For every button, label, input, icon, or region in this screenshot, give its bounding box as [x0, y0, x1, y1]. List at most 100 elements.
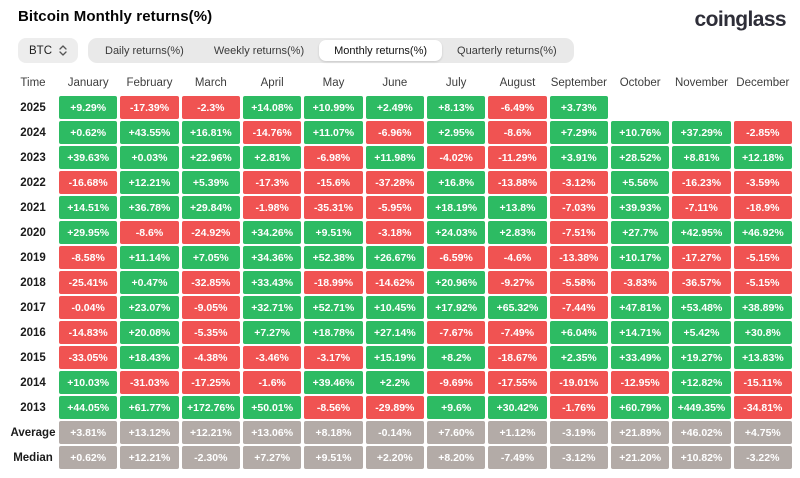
return-cell-2017-february: +23.07%	[120, 296, 179, 319]
column-header-june: June	[382, 77, 408, 89]
return-cell-2019-april: +34.36%	[242, 246, 302, 269]
return-cell-2020-september: -7.51%	[549, 221, 608, 244]
row-label-2024: 2024	[20, 126, 46, 139]
return-cell-median-december: -3.22%	[733, 446, 792, 469]
page-title: Bitcoin Monthly returns(%)	[18, 8, 213, 25]
return-cell-2022-february: +12.21%	[120, 171, 179, 194]
return-cell-2021-february: +36.78%	[120, 196, 179, 219]
return-cell-2013-january: +44.05%	[59, 396, 118, 419]
return-cell-median-september: -3.12%	[549, 446, 608, 469]
return-cell-2017-june: +10.45%	[365, 296, 424, 319]
return-cell-2022-october: +5.56%	[610, 171, 670, 194]
return-cell-2023-october: +28.52%	[610, 146, 670, 169]
column-header-august: August	[499, 77, 536, 89]
return-cell-average-march: +12.21%	[181, 421, 240, 444]
return-cell-median-may: +9.51%	[304, 446, 363, 469]
row-label-2015: 2015	[20, 351, 46, 364]
return-cell-average-july: +7.60%	[426, 421, 486, 444]
return-cell-median-november: +10.82%	[672, 446, 731, 469]
return-cell-average-november: +46.02%	[672, 421, 731, 444]
return-cell-2015-october: +33.49%	[610, 346, 670, 369]
symbol-select[interactable]: BTC	[18, 38, 78, 63]
return-cell-median-january: +0.62%	[59, 446, 118, 469]
row-label-2013: 2013	[20, 401, 46, 414]
return-cell-average-february: +13.12%	[120, 421, 179, 444]
return-cell-2025-august: -6.49%	[488, 96, 547, 119]
return-cell-2025-december	[734, 96, 792, 119]
return-cell-2022-september: -3.12%	[549, 171, 608, 194]
tab-daily-returns[interactable]: Daily returns(%)	[90, 40, 199, 61]
return-cell-2020-january: +29.95%	[59, 221, 118, 244]
return-cell-2023-december: +12.18%	[733, 146, 792, 169]
row-label-2018: 2018	[20, 276, 46, 289]
return-cell-2018-august: -9.27%	[488, 271, 547, 294]
return-cell-2022-june: -37.28%	[365, 171, 424, 194]
tab-monthly-returns[interactable]: Monthly returns(%)	[319, 40, 443, 61]
return-cell-2024-march: +16.81%	[181, 121, 240, 144]
return-cell-2014-august: -17.55%	[488, 371, 547, 394]
return-cell-2018-april: +33.43%	[242, 271, 302, 294]
return-cell-2023-february: +0.03%	[120, 146, 179, 169]
return-cell-2019-january: -8.58%	[59, 246, 118, 269]
return-cell-2013-september: -1.76%	[549, 396, 608, 419]
return-cell-2018-may: -18.99%	[304, 271, 363, 294]
return-cell-2014-october: -12.95%	[610, 371, 670, 394]
return-cell-2021-october: +39.93%	[610, 196, 670, 219]
return-cell-2024-april: -14.76%	[242, 121, 302, 144]
return-cell-2020-july: +24.03%	[426, 221, 486, 244]
return-cell-2015-june: +15.19%	[365, 346, 424, 369]
return-cell-2019-may: +52.38%	[304, 246, 363, 269]
return-cell-2024-november: +37.29%	[672, 121, 731, 144]
return-cell-2020-august: +2.83%	[488, 221, 547, 244]
return-cell-2024-february: +43.55%	[120, 121, 179, 144]
return-cell-2016-june: +27.14%	[365, 321, 424, 344]
return-cell-2022-april: -17.3%	[242, 171, 302, 194]
return-cell-2014-february: -31.03%	[120, 371, 179, 394]
return-cell-average-may: +8.18%	[304, 421, 363, 444]
return-cell-2019-december: -5.15%	[733, 246, 792, 269]
return-cell-2018-july: +20.96%	[426, 271, 486, 294]
return-cell-2013-february: +61.77%	[120, 396, 179, 419]
return-cell-2023-september: +3.91%	[549, 146, 608, 169]
return-cell-median-february: +12.21%	[120, 446, 179, 469]
return-cell-2014-january: +10.03%	[59, 371, 118, 394]
return-cell-2023-august: -11.29%	[488, 146, 547, 169]
return-cell-2016-january: -14.83%	[59, 321, 118, 344]
tab-weekly-returns[interactable]: Weekly returns(%)	[199, 40, 319, 61]
return-cell-2017-january: -0.04%	[59, 296, 118, 319]
column-header-april: April	[260, 77, 284, 89]
return-cell-2022-november: -16.23%	[672, 171, 731, 194]
return-cell-2016-september: +6.04%	[549, 321, 608, 344]
return-cell-median-march: -2.30%	[181, 446, 240, 469]
return-cell-median-april: +7.27%	[242, 446, 302, 469]
return-cell-2018-february: +0.47%	[120, 271, 179, 294]
return-cell-median-july: +8.20%	[426, 446, 486, 469]
return-cell-2023-november: +8.81%	[672, 146, 731, 169]
controls-row: BTC Daily returns(%) Weekly returns(%) Mon…	[18, 38, 792, 63]
return-cell-2023-april: +2.81%	[242, 146, 302, 169]
row-label-average: Average	[10, 426, 56, 439]
return-cell-2021-november: -7.11%	[672, 196, 731, 219]
return-cell-2016-november: +5.42%	[672, 321, 731, 344]
return-cell-2024-december: -2.85%	[733, 121, 792, 144]
return-cell-2014-november: +12.82%	[672, 371, 731, 394]
return-cell-2016-february: +20.08%	[120, 321, 179, 344]
return-cell-2025-january: +9.29%	[59, 96, 118, 119]
return-cell-2017-october: +47.81%	[610, 296, 670, 319]
column-header-july: July	[445, 77, 467, 89]
monthly-returns-table: Time January February March April May June July…	[10, 72, 792, 469]
return-cell-2022-july: +16.8%	[426, 171, 486, 194]
return-cell-2020-march: -24.92%	[181, 221, 240, 244]
tab-quarterly-returns[interactable]: Quarterly returns(%)	[442, 40, 572, 61]
return-cell-2022-august: -13.88%	[488, 171, 547, 194]
return-cell-2019-march: +7.05%	[181, 246, 240, 269]
return-cell-2014-april: -1.6%	[242, 371, 302, 394]
return-cell-2023-march: +22.96%	[181, 146, 240, 169]
return-cell-2015-november: +19.27%	[672, 346, 731, 369]
return-cell-2021-july: +18.19%	[426, 196, 486, 219]
return-cell-2025-february: -17.39%	[120, 96, 179, 119]
return-cell-2018-september: -5.58%	[549, 271, 608, 294]
return-cell-2016-december: +30.8%	[733, 321, 792, 344]
return-cell-2024-june: -6.96%	[365, 121, 424, 144]
return-cell-2020-june: -3.18%	[365, 221, 424, 244]
